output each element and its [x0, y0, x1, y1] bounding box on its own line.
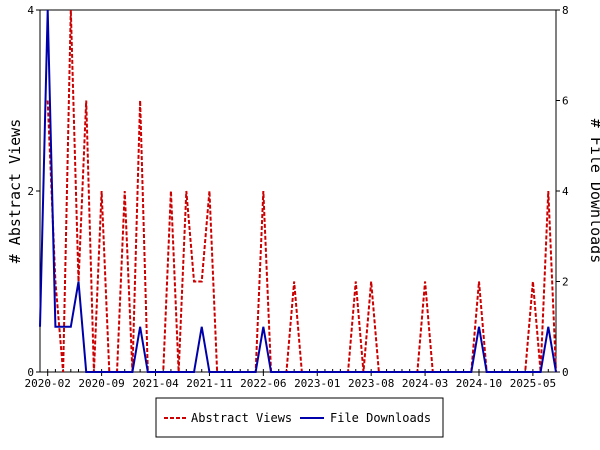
x-tick-label: 2021-04 — [132, 377, 179, 390]
x-tick-label: 2023-01 — [294, 377, 340, 390]
legend-box — [155, 397, 444, 438]
y-right-tick-label: 6 — [562, 95, 569, 108]
legend-label-abstract-views: Abstract Views — [191, 411, 292, 425]
y-left-tick-label: 0 — [27, 366, 34, 379]
series-layer — [39, 9, 557, 373]
y-right-tick-label: 8 — [562, 4, 569, 17]
x-tick-label: 2024-10 — [456, 377, 502, 390]
x-tick-label: 2025-05 — [510, 377, 556, 390]
series-line-file-downloads — [39, 9, 557, 373]
x-tick-label: 2024-03 — [402, 377, 448, 390]
legend-label-file-downloads: File Downloads — [330, 411, 431, 425]
y-axis-left-title: # Abstract Views — [6, 119, 24, 264]
x-tick-label: 2023-08 — [348, 377, 394, 390]
x-tick-label: 2020-09 — [78, 377, 124, 390]
y-right-tick-label: 0 — [562, 366, 569, 379]
y-left-tick-label: 4 — [27, 4, 34, 17]
y-right-tick-label: 2 — [562, 276, 569, 289]
legend: Abstract Views File Downloads — [155, 397, 444, 438]
y-axis-right-title: # File Downloads — [587, 119, 600, 264]
y-right-tick-label: 4 — [562, 185, 569, 198]
y-left-tick-label: 2 — [27, 185, 34, 198]
labels-layer: 2020-02 2020-09 2021-04 2021-11 2022-06 2023-… — [25, 4, 569, 390]
x-tick-label: 2020-02 — [25, 377, 71, 390]
plot-area — [39, 9, 557, 373]
x-tick-label: 2021-11 — [186, 377, 232, 390]
x-tick-label: 2022-06 — [240, 377, 286, 390]
